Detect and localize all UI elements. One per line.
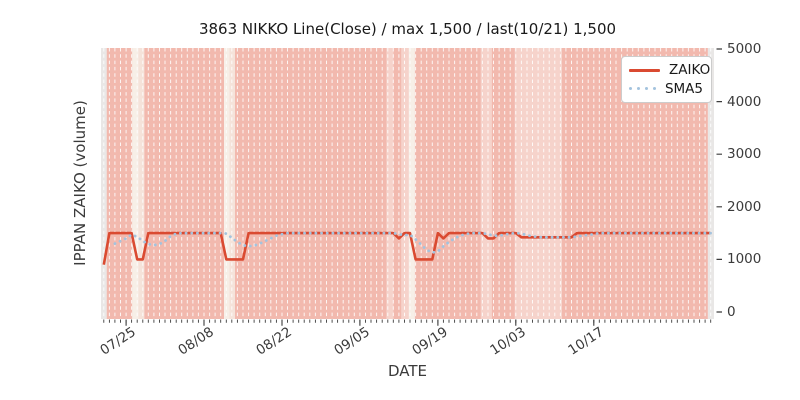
y-tick-label: 4000 (727, 94, 762, 110)
day-band (386, 48, 394, 319)
sma5-dot (629, 87, 632, 91)
x-major-ticks (125, 319, 595, 326)
y-tick-label: 2000 (727, 199, 762, 215)
day-band (235, 48, 387, 319)
day-gridlines (103, 48, 712, 319)
sma5-dot (636, 87, 640, 91)
day-band (393, 48, 402, 319)
day-band (401, 48, 409, 319)
y-axis-label: IPPAN ZAIKO (volume) (71, 100, 89, 266)
x-minor-ticks (103, 319, 712, 323)
legend-row-zaiko: ZAIKO (629, 61, 710, 80)
day-band (144, 48, 224, 319)
y-tick-label: 3000 (727, 146, 762, 162)
y-ticks (716, 48, 722, 313)
x-axis-label: DATE (387, 362, 428, 380)
day-band (408, 48, 415, 319)
y-tick-label: 5000 (727, 41, 762, 57)
sma5-dotted-swatch (629, 87, 656, 91)
legend-label-sma5: SMA5 (664, 80, 703, 97)
legend-row-sma5: SMA5 (629, 80, 703, 99)
sma5-dot (644, 87, 648, 91)
day-band (414, 48, 481, 319)
chart-title: 3863 NIKKO Line(Close) / max 1,500 / las… (198, 20, 617, 38)
day-band (106, 48, 133, 319)
series-sma5 (113, 231, 713, 255)
legend: ZAIKO SMA5 (621, 56, 712, 103)
y-tick-label: 1000 (727, 251, 762, 267)
y-tick-label: 0 (727, 304, 736, 320)
day-band (138, 48, 145, 319)
day-band (481, 48, 492, 319)
zaiko-line-swatch (629, 68, 660, 72)
day-band (132, 48, 139, 319)
sma5-dot (652, 87, 656, 91)
legend-label-zaiko: ZAIKO (669, 62, 711, 79)
day-band (491, 48, 515, 319)
